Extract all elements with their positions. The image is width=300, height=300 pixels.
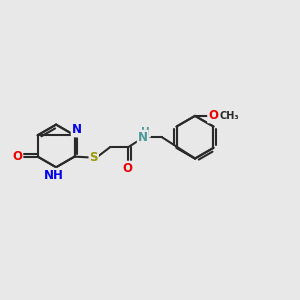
Text: N: N	[72, 123, 82, 136]
Text: O: O	[12, 150, 22, 163]
Text: NH: NH	[44, 169, 64, 182]
Text: CH₃: CH₃	[220, 111, 239, 121]
Text: N: N	[138, 131, 148, 144]
Text: S: S	[89, 151, 98, 164]
Text: O: O	[208, 110, 218, 122]
Text: O: O	[123, 162, 133, 175]
Text: H: H	[141, 127, 150, 137]
